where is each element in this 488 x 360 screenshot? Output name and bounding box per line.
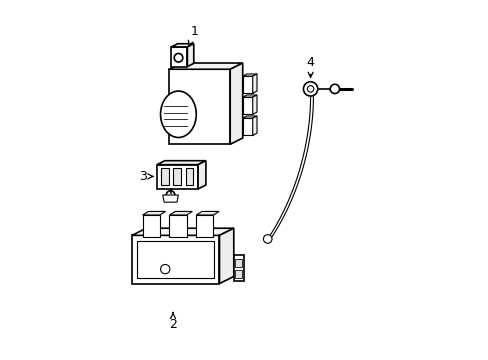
Polygon shape	[242, 116, 257, 118]
Polygon shape	[142, 211, 165, 215]
Polygon shape	[235, 259, 241, 267]
Polygon shape	[132, 235, 219, 284]
Polygon shape	[185, 168, 193, 185]
Circle shape	[263, 235, 271, 243]
Text: 4: 4	[306, 55, 314, 77]
Polygon shape	[252, 95, 257, 114]
Text: 2: 2	[169, 312, 177, 331]
Polygon shape	[242, 95, 257, 97]
Polygon shape	[161, 168, 169, 185]
Polygon shape	[242, 76, 252, 93]
Polygon shape	[187, 44, 193, 67]
Polygon shape	[252, 116, 257, 135]
Polygon shape	[252, 74, 257, 93]
Circle shape	[307, 86, 313, 92]
Circle shape	[166, 191, 175, 199]
Polygon shape	[157, 165, 198, 189]
Polygon shape	[142, 215, 160, 237]
Polygon shape	[196, 211, 219, 215]
Circle shape	[160, 265, 169, 274]
Polygon shape	[171, 44, 193, 47]
Polygon shape	[198, 161, 205, 189]
Polygon shape	[173, 168, 181, 185]
Circle shape	[303, 82, 317, 96]
Polygon shape	[132, 228, 233, 235]
Text: 3: 3	[139, 170, 153, 183]
Polygon shape	[242, 118, 252, 135]
Polygon shape	[157, 161, 205, 165]
Polygon shape	[169, 63, 242, 69]
Polygon shape	[242, 97, 252, 114]
Polygon shape	[233, 255, 244, 281]
Polygon shape	[219, 228, 233, 284]
Polygon shape	[169, 215, 186, 237]
Ellipse shape	[160, 91, 196, 138]
Polygon shape	[169, 69, 230, 144]
Polygon shape	[242, 74, 257, 76]
Circle shape	[329, 84, 339, 94]
Polygon shape	[196, 215, 213, 237]
Polygon shape	[163, 195, 178, 202]
Polygon shape	[235, 270, 241, 278]
Circle shape	[174, 53, 183, 62]
Polygon shape	[169, 211, 192, 215]
Polygon shape	[230, 63, 242, 144]
Text: 1: 1	[188, 25, 198, 46]
Polygon shape	[171, 47, 187, 67]
